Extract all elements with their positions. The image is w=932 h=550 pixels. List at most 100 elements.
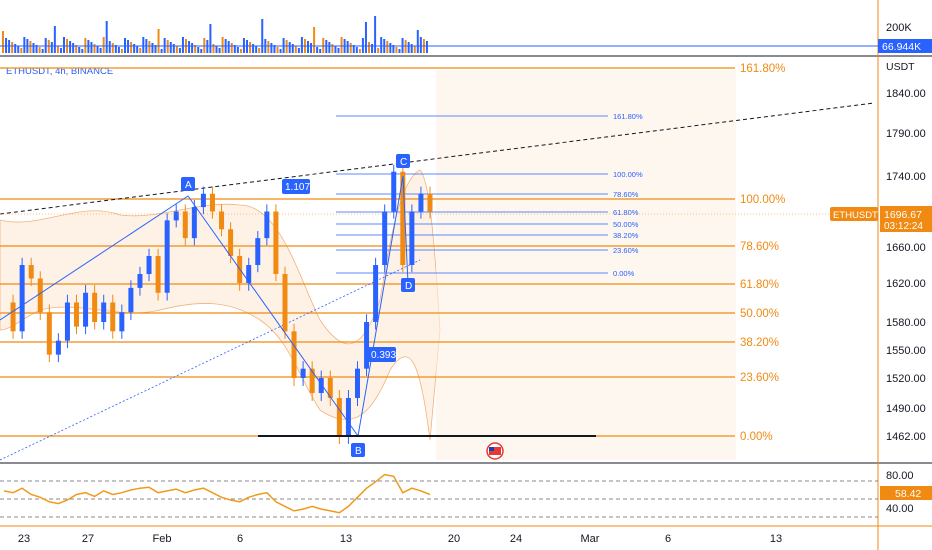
symbol-badge[interactable]	[830, 207, 878, 221]
point-d-label: D	[405, 281, 412, 292]
current-price-label: 1696.67	[884, 209, 922, 221]
volume-bar	[386, 41, 389, 53]
fib-small-label: 50.00%	[613, 220, 639, 229]
volume-bar	[175, 46, 178, 53]
volume-bar	[374, 16, 377, 53]
candle-body	[336, 398, 342, 436]
candle-body	[83, 292, 89, 327]
volume-bar	[270, 43, 273, 53]
fib-small-label: 38.20%	[613, 231, 639, 240]
candle-body	[309, 368, 315, 393]
volume-bar	[81, 49, 84, 53]
volume-bar	[75, 45, 78, 53]
volume-bar	[416, 30, 419, 53]
volume-bar	[172, 44, 175, 53]
volume-bar	[209, 24, 212, 53]
volume-bar	[23, 37, 26, 53]
candle-body	[209, 193, 215, 212]
fib-large-label: 23.60%	[740, 372, 779, 384]
volume-bar	[371, 44, 374, 53]
volume-bar	[108, 41, 111, 53]
point-c-marker[interactable]	[396, 154, 410, 168]
candle-body	[146, 256, 152, 274]
volume-bar	[413, 46, 416, 53]
fib-small-label: 161.80%	[613, 112, 643, 121]
fib-large-label: 100.00%	[740, 194, 785, 206]
time-axis: 23 27 Feb 6 13 20 24 Mar 6 13	[18, 533, 782, 545]
volume-bar	[72, 43, 75, 53]
current-price-badge[interactable]	[880, 206, 932, 232]
volume-bar	[310, 43, 313, 53]
volume-bar	[352, 45, 355, 53]
volume-bar	[364, 22, 367, 53]
projection-zone	[436, 70, 736, 460]
volume-bar	[50, 42, 53, 53]
ratio-bc-label: 0.393	[371, 350, 396, 361]
point-a-marker[interactable]	[181, 177, 195, 191]
fib-small-label: 61.80%	[613, 208, 639, 217]
volume-bar	[11, 42, 14, 53]
volume-bar	[111, 43, 114, 53]
candle-body	[291, 331, 297, 378]
time-tick: 13	[340, 533, 352, 545]
rsi-tick-80: 80.00	[886, 470, 914, 482]
point-b-marker[interactable]	[351, 443, 365, 457]
volume-bar	[102, 37, 105, 53]
rsi-tick-40: 40.00	[886, 503, 914, 515]
volume-bar	[368, 42, 370, 53]
candle-body	[373, 265, 379, 322]
fib-large-label: 61.80%	[740, 279, 779, 291]
candle-body	[10, 302, 16, 332]
rsi-current-badge[interactable]	[880, 486, 932, 500]
volume-bar	[63, 37, 65, 53]
point-d-marker[interactable]	[401, 278, 415, 292]
volume-bar	[139, 48, 142, 53]
ratio-bc-badge[interactable]	[368, 347, 396, 362]
volume-bar	[17, 46, 20, 53]
candle-body	[255, 238, 261, 265]
volume-bar	[337, 48, 340, 53]
volume-bar	[307, 41, 309, 53]
candle-body	[327, 378, 333, 398]
volume-bar	[279, 49, 282, 53]
time-tick: 27	[82, 533, 94, 545]
volume-current-label: 66.944K	[882, 41, 921, 53]
volume-bar	[291, 44, 294, 53]
price-tick: 1740.00	[886, 171, 926, 183]
volume-bar	[69, 41, 72, 53]
countdown-label: 03:12:24	[884, 221, 923, 232]
fib-large-label: 78.60%	[740, 241, 779, 253]
candle-body	[391, 171, 397, 212]
candle-body	[418, 193, 424, 212]
candlesticks	[10, 164, 433, 444]
volume-bar	[14, 44, 17, 53]
volume-bar	[258, 48, 261, 53]
volume-bar	[32, 43, 35, 53]
candle-body	[246, 265, 252, 283]
volume-bar	[340, 37, 343, 53]
candle-body	[300, 368, 306, 378]
volume-bar	[358, 49, 361, 53]
candle-body	[219, 211, 225, 230]
candle-body	[74, 302, 80, 327]
candle-body	[155, 256, 161, 293]
candle-body	[101, 302, 107, 322]
volume-bar	[276, 47, 279, 53]
time-tick: 13	[770, 533, 782, 545]
fib-small-label: 78.60%	[613, 190, 639, 199]
volume-bar	[395, 47, 398, 53]
volume-bar	[334, 46, 337, 53]
ratio-ab-badge[interactable]	[282, 179, 310, 194]
fib-large-label: 0.00%	[740, 431, 773, 443]
volume-bar	[96, 46, 99, 53]
volume-bar	[288, 42, 291, 53]
volume-bar	[407, 42, 410, 53]
volume-bar	[29, 41, 32, 53]
volume-bar	[41, 49, 44, 53]
price-tick: 1490.00	[886, 403, 926, 415]
fib-large-label: 50.00%	[740, 308, 779, 320]
volume-bar	[93, 44, 96, 53]
volume-bar	[151, 43, 154, 53]
volume-bar	[355, 47, 358, 53]
